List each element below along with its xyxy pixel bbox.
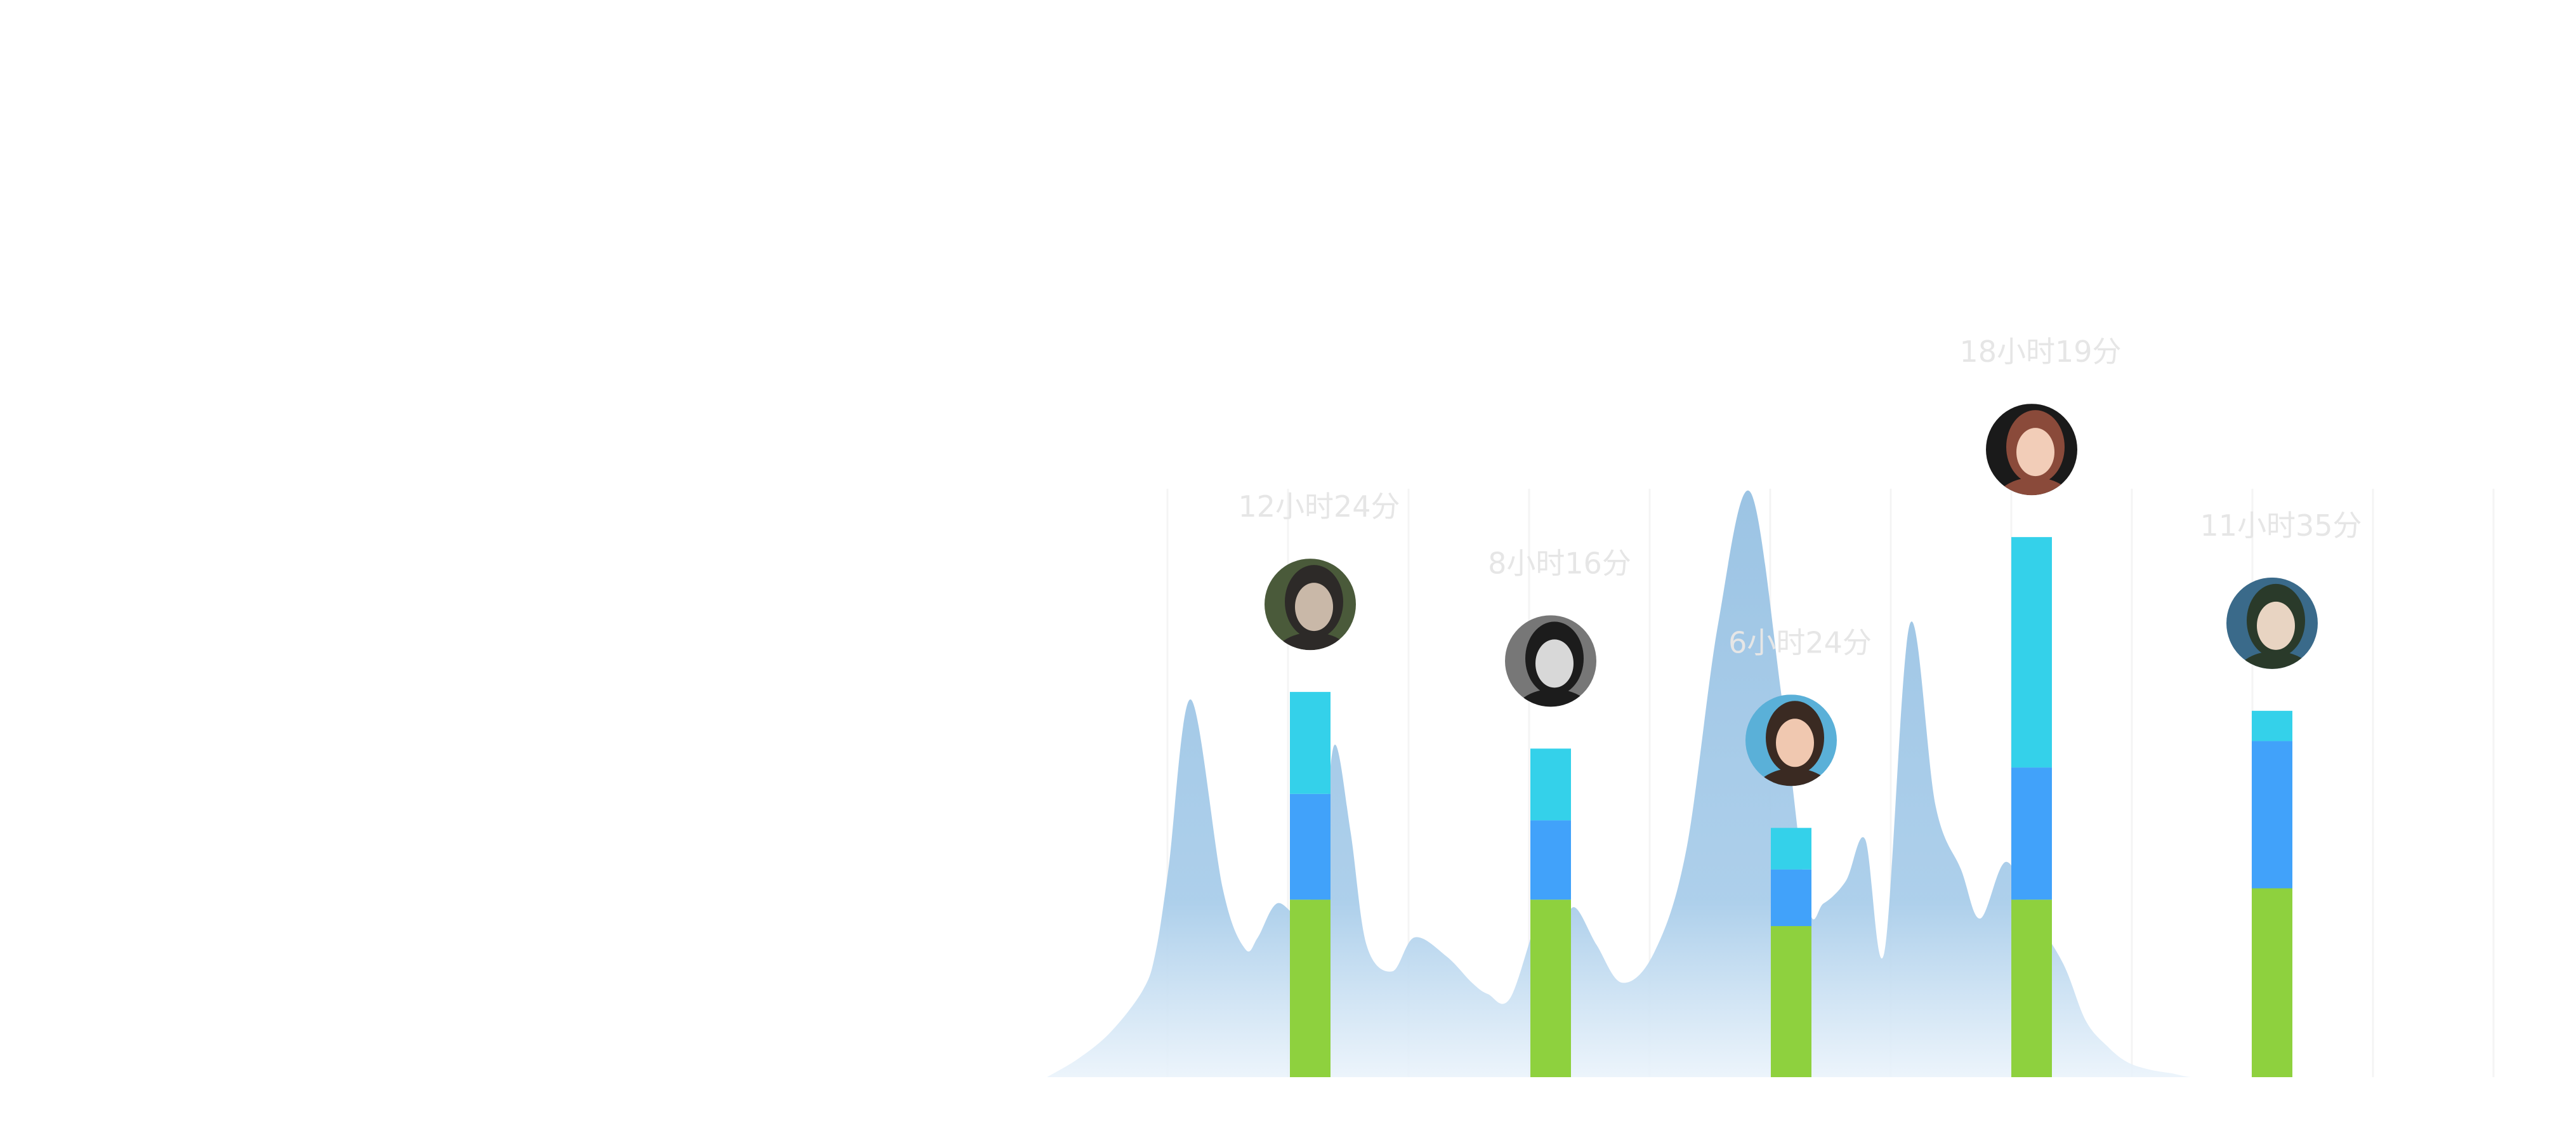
bar-segment-4-1 [2011, 899, 2052, 1077]
avatar-body [1994, 477, 2075, 496]
avatar-face [2257, 601, 2295, 650]
data-label-2: 8小时16分 [1488, 546, 1631, 580]
avatar-face [2016, 428, 2054, 477]
bar-segment-5-1 [2252, 888, 2292, 1077]
avatar-5 [2226, 577, 2318, 669]
bar-segment-1-2 [1290, 793, 1331, 900]
bar-segment-1-1 [1290, 899, 1331, 1077]
data-labels: 12小时24分 8小时16分 6小时24分 18小时19分 11小时35分 [1238, 335, 2362, 659]
avatar-body [1272, 632, 1353, 651]
avatar-face [1535, 639, 1574, 688]
bar-segment-4-3 [2011, 537, 2052, 768]
data-label-5: 11小时35分 [2200, 508, 2362, 543]
data-label-3: 6小时24分 [1728, 625, 1872, 659]
bar-segment-5-2 [2252, 741, 2292, 889]
avatar-body [1513, 689, 1594, 707]
avatar-4 [1986, 404, 2077, 496]
bars [1290, 537, 2292, 1077]
bar-segment-4-2 [2011, 767, 2052, 900]
bar-segment-5-3 [2252, 710, 2292, 741]
bar-segment-3-3 [1771, 828, 1811, 870]
bar-segment-3-1 [1771, 926, 1811, 1077]
bar-segment-2-1 [1530, 899, 1571, 1077]
data-label-4: 18小时19分 [1959, 335, 2121, 369]
avatar-face [1776, 719, 1814, 767]
data-label-1: 12小时24分 [1238, 489, 1400, 524]
avatar-1 [1265, 559, 1356, 651]
avatar-body [2234, 651, 2315, 669]
bar-segment-2-3 [1530, 748, 1571, 821]
bar-segment-2-2 [1530, 820, 1571, 900]
avatar-face [1295, 583, 1333, 632]
bar-segment-3-2 [1771, 869, 1811, 926]
bar-segment-1-3 [1290, 692, 1331, 794]
avatar-2 [1505, 615, 1596, 707]
avatars [1265, 404, 2318, 786]
